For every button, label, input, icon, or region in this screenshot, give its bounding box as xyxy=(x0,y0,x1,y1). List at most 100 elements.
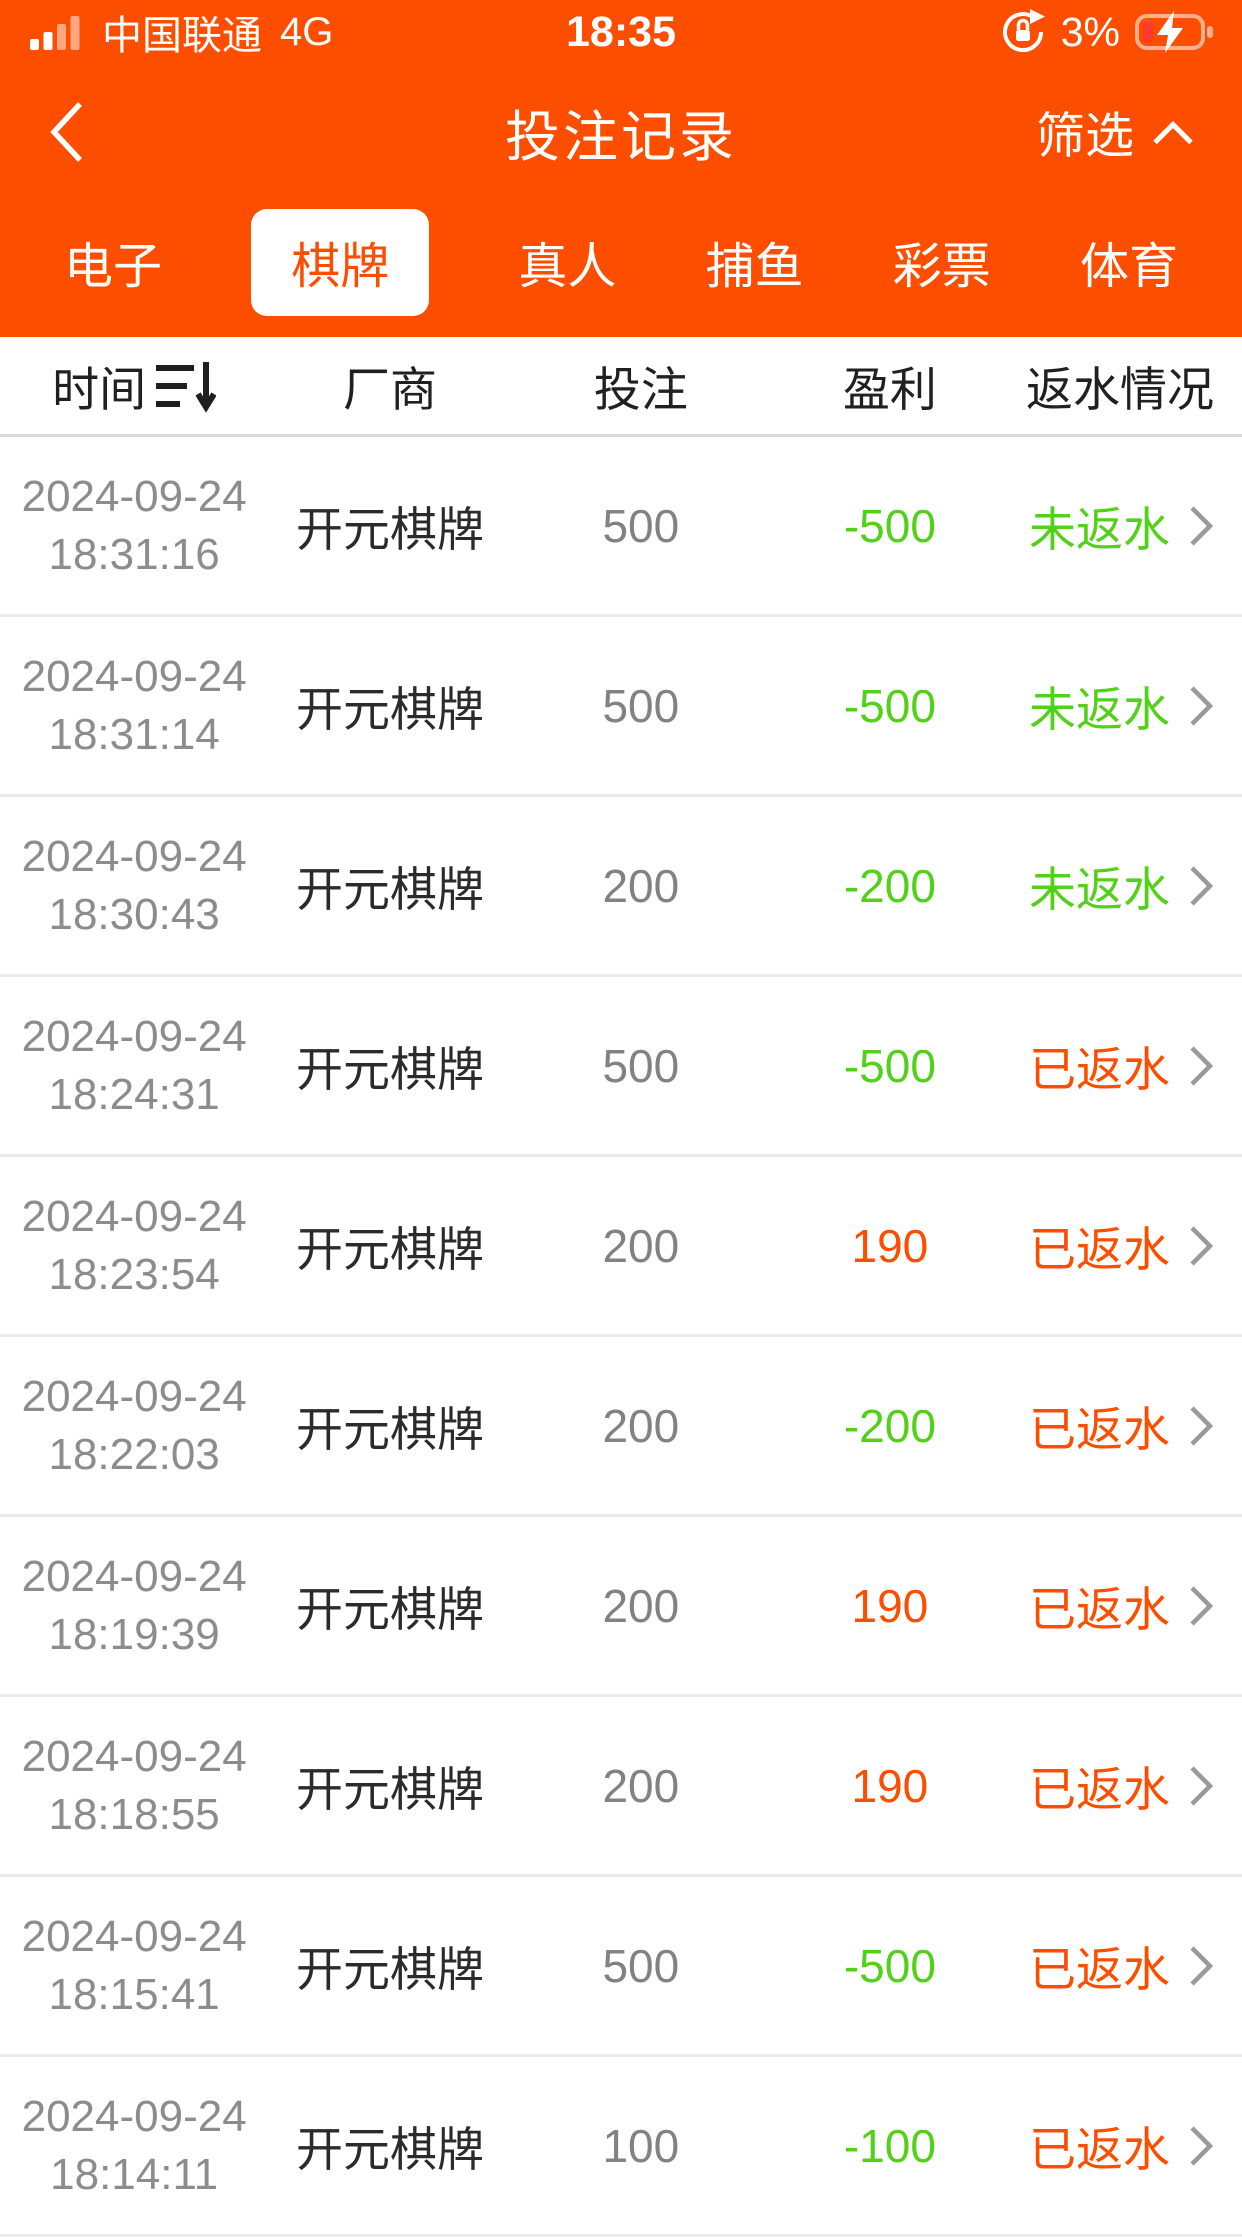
rebate-status: 已返水 xyxy=(1028,1583,1170,1636)
bet-amount-cell: 500 xyxy=(602,1939,680,1992)
vendor-cell: 开元棋牌 xyxy=(295,503,484,556)
bet-time-cell: 2024-09-24 18:30:43 xyxy=(0,828,268,944)
vendor-cell: 开元棋牌 xyxy=(295,683,484,736)
bet-date: 2024-09-24 xyxy=(21,1011,247,1061)
status-time: 18:35 xyxy=(566,7,676,56)
status-bar: 中国联通 4G 18:35 3% xyxy=(0,0,1242,64)
rebate-cell[interactable]: 已返水 xyxy=(1010,2111,1242,2180)
profit-amount: 190 xyxy=(851,1579,929,1632)
table-row[interactable]: 2024-09-24 18:31:16 开元棋牌 500 -500 未返水 xyxy=(0,437,1242,617)
rebate-cell[interactable]: 未返水 xyxy=(1010,671,1242,740)
battery-percent: 3% xyxy=(1060,8,1120,55)
bet-time-cell: 2024-09-24 18:14:11 xyxy=(0,2088,268,2204)
bet-date: 2024-09-24 xyxy=(21,831,247,881)
rebate-cell[interactable]: 已返水 xyxy=(1010,1211,1242,1280)
bet-record-list: 2024-09-24 18:31:16 开元棋牌 500 -500 未返水 20… xyxy=(0,437,1242,2237)
rebate-cell[interactable]: 已返水 xyxy=(1010,1751,1242,1820)
bet-amount-cell: 500 xyxy=(602,679,680,732)
profit-amount: -200 xyxy=(843,1399,936,1452)
sort-descending-icon xyxy=(156,361,217,413)
table-header: 时间 厂商 投注 盈利 返水情况 xyxy=(0,337,1242,437)
col-header-bet: 投注 xyxy=(593,363,688,416)
bet-clock: 18:31:16 xyxy=(48,529,220,579)
vendor-cell: 开元棋牌 xyxy=(295,863,484,916)
battery-charging-icon xyxy=(1135,11,1213,53)
table-row[interactable]: 2024-09-24 18:22:03 开元棋牌 200 -200 已返水 xyxy=(0,1337,1242,1517)
bet-clock: 18:24:31 xyxy=(48,1069,220,1119)
rebate-status: 已返水 xyxy=(1028,1763,1170,1816)
rebate-status: 未返水 xyxy=(1028,863,1170,916)
bet-amount-cell: 200 xyxy=(602,1759,680,1812)
table-row[interactable]: 2024-09-24 18:30:43 开元棋牌 200 -200 未返水 xyxy=(0,797,1242,977)
bet-date: 2024-09-24 xyxy=(21,471,247,521)
rotation-lock-icon xyxy=(1002,9,1045,53)
profit-amount: -500 xyxy=(843,1939,936,1992)
col-header-time-label: 时间 xyxy=(52,363,147,416)
vendor-cell: 开元棋牌 xyxy=(295,1943,484,1996)
bet-clock: 18:22:03 xyxy=(48,1429,220,1479)
bet-clock: 18:30:43 xyxy=(48,889,220,939)
vendor-cell: 开元棋牌 xyxy=(295,1043,484,1096)
tab-fishing[interactable]: 捕鱼 xyxy=(705,240,804,294)
rebate-cell[interactable]: 已返水 xyxy=(1010,1571,1242,1640)
chevron-right-icon xyxy=(1190,1945,1214,1986)
bet-time-cell: 2024-09-24 18:31:14 xyxy=(0,648,268,764)
network-type-label: 4G xyxy=(280,9,334,54)
table-row[interactable]: 2024-09-24 18:19:39 开元棋牌 200 190 已返水 xyxy=(0,1517,1242,1697)
bet-amount-cell: 200 xyxy=(602,1579,680,1632)
table-row[interactable]: 2024-09-24 18:23:54 开元棋牌 200 190 已返水 xyxy=(0,1157,1242,1337)
bet-date: 2024-09-24 xyxy=(21,1911,247,1961)
bet-time-cell: 2024-09-24 18:31:16 xyxy=(0,468,268,584)
chevron-left-icon xyxy=(50,102,83,162)
profit-amount: -200 xyxy=(843,859,936,912)
bet-clock: 18:18:55 xyxy=(48,1789,220,1839)
chevron-up-icon xyxy=(1153,120,1193,144)
bet-date: 2024-09-24 xyxy=(21,651,247,701)
rebate-cell[interactable]: 已返水 xyxy=(1010,1031,1242,1100)
profit-amount: 190 xyxy=(851,1219,929,1272)
col-header-time[interactable]: 时间 xyxy=(0,351,268,420)
rebate-cell[interactable]: 未返水 xyxy=(1010,491,1242,560)
rebate-status: 已返水 xyxy=(1028,1943,1170,1996)
rebate-cell[interactable]: 未返水 xyxy=(1010,851,1242,920)
tab-lottery[interactable]: 彩票 xyxy=(892,240,991,294)
chevron-right-icon xyxy=(1190,1405,1214,1446)
vendor-cell: 开元棋牌 xyxy=(295,1223,484,1276)
tab-sports[interactable]: 体育 xyxy=(1079,240,1178,294)
rebate-status: 已返水 xyxy=(1028,1043,1170,1096)
bet-time-cell: 2024-09-24 18:23:54 xyxy=(0,1188,268,1304)
bet-amount-cell: 200 xyxy=(602,859,680,912)
nav-bar: 投注记录 筛选 xyxy=(0,64,1242,200)
table-row[interactable]: 2024-09-24 18:31:14 开元棋牌 500 -500 未返水 xyxy=(0,617,1242,797)
bet-date: 2024-09-24 xyxy=(21,1551,247,1601)
col-header-rebate: 返水情况 xyxy=(1025,363,1214,416)
bet-amount-cell: 500 xyxy=(602,1039,680,1092)
tab-chess-cards[interactable]: 棋牌 xyxy=(251,209,430,316)
vendor-cell: 开元棋牌 xyxy=(295,1403,484,1456)
bet-clock: 18:15:41 xyxy=(48,1969,220,2019)
profit-amount: -500 xyxy=(843,1039,936,1092)
bet-amount-cell: 200 xyxy=(602,1219,680,1272)
col-header-profit: 盈利 xyxy=(842,363,937,416)
back-button[interactable] xyxy=(46,99,86,165)
tab-electronic[interactable]: 电子 xyxy=(64,240,163,294)
chevron-right-icon xyxy=(1190,2125,1214,2166)
rebate-cell[interactable]: 已返水 xyxy=(1010,1931,1242,2000)
profit-amount: -500 xyxy=(843,499,936,552)
bet-amount-cell: 200 xyxy=(602,1399,680,1452)
bet-time-cell: 2024-09-24 18:19:39 xyxy=(0,1548,268,1664)
table-row[interactable]: 2024-09-24 18:24:31 开元棋牌 500 -500 已返水 xyxy=(0,977,1242,1157)
chevron-right-icon xyxy=(1190,1225,1214,1266)
bet-time-cell: 2024-09-24 18:22:03 xyxy=(0,1368,268,1484)
rebate-cell[interactable]: 已返水 xyxy=(1010,1391,1242,1460)
bet-time-cell: 2024-09-24 18:18:55 xyxy=(0,1728,268,1844)
table-row[interactable]: 2024-09-24 18:14:11 开元棋牌 100 -100 已返水 xyxy=(0,2057,1242,2237)
table-row[interactable]: 2024-09-24 18:18:55 开元棋牌 200 190 已返水 xyxy=(0,1697,1242,1877)
profit-amount: -100 xyxy=(843,2119,936,2172)
bet-clock: 18:14:11 xyxy=(50,2149,219,2199)
filter-button[interactable]: 筛选 xyxy=(1036,97,1196,168)
category-tabs: 电子 棋牌 真人 捕鱼 彩票 体育 xyxy=(0,200,1242,337)
table-row[interactable]: 2024-09-24 18:15:41 开元棋牌 500 -500 已返水 xyxy=(0,1877,1242,2057)
tab-live[interactable]: 真人 xyxy=(518,240,617,294)
bet-clock: 18:31:14 xyxy=(48,709,220,759)
